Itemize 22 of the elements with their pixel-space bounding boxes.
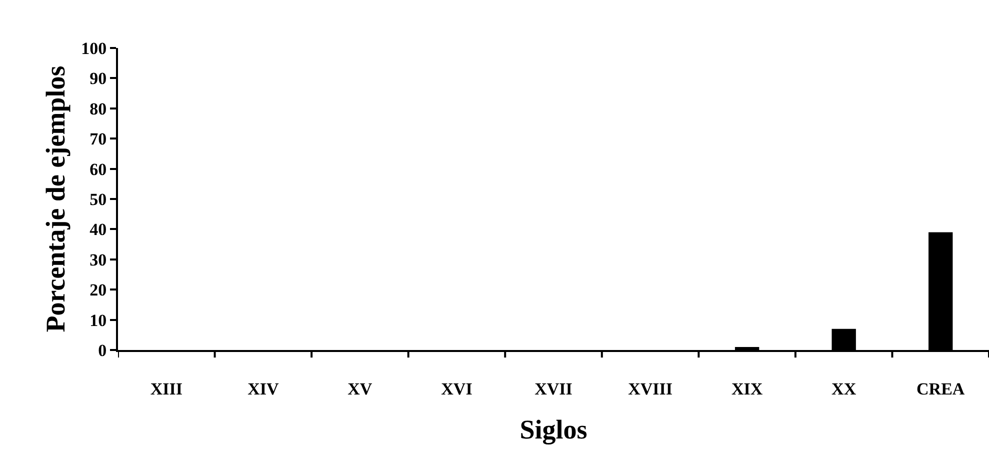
x-tick-label: XVI xyxy=(441,379,473,398)
y-tick-label: 30 xyxy=(90,250,107,270)
x-axis-title: Siglos xyxy=(520,414,588,444)
y-tick-label: 50 xyxy=(90,190,107,209)
y-tick-label: 10 xyxy=(90,310,107,330)
x-tick-label: XIX xyxy=(731,379,764,398)
x-tick-label: CREA xyxy=(916,379,966,398)
y-axis-title: Porcentaje de ejemplos xyxy=(40,66,71,332)
y-tick-label: 0 xyxy=(98,340,107,360)
x-tick-label: XVIII xyxy=(628,379,673,398)
x-tick-label: XIV xyxy=(248,379,280,398)
x-tick-label: XX xyxy=(832,379,857,398)
y-tick-label: 40 xyxy=(90,220,107,240)
y-tick-label: 20 xyxy=(90,280,107,300)
y-tick-label: 60 xyxy=(90,160,107,179)
x-tick-label: XVII xyxy=(534,379,573,398)
x-tick-label: XV xyxy=(348,379,373,398)
x-tick-label: XIII xyxy=(150,379,183,398)
y-tick-label: 100 xyxy=(81,38,107,58)
y-tick-label: 90 xyxy=(90,69,107,88)
y-tick-label: 70 xyxy=(90,130,107,149)
y-tick-label: 80 xyxy=(90,99,107,118)
